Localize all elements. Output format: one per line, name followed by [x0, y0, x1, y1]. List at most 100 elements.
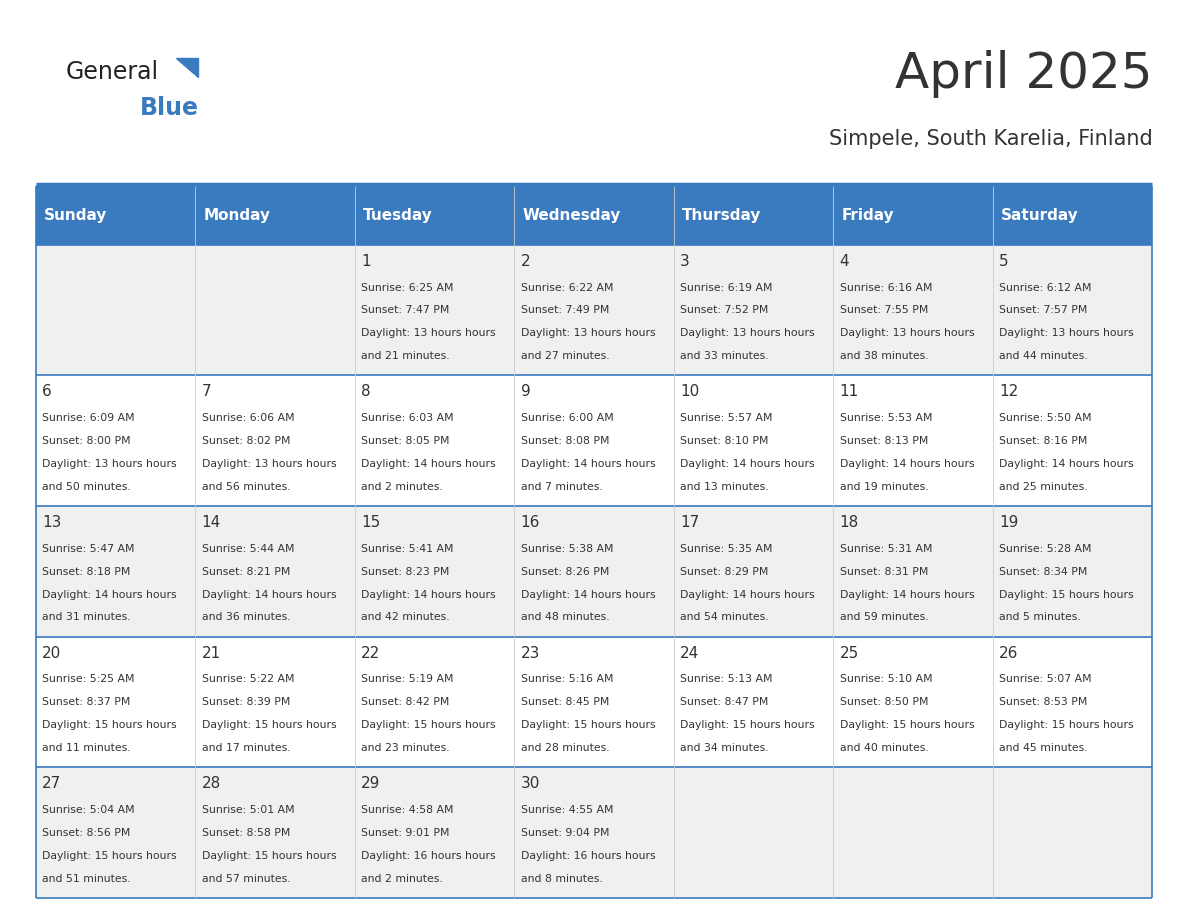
- Bar: [355, 506, 514, 636]
- Text: 14: 14: [202, 515, 221, 530]
- Text: Sunset: 8:16 PM: Sunset: 8:16 PM: [999, 436, 1087, 446]
- Bar: [674, 767, 833, 898]
- Text: 10: 10: [681, 385, 700, 399]
- Text: Daylight: 13 hours hours: Daylight: 13 hours hours: [999, 329, 1133, 339]
- Text: Sunset: 8:34 PM: Sunset: 8:34 PM: [999, 566, 1087, 577]
- Polygon shape: [176, 58, 198, 77]
- Text: Sunrise: 6:12 AM: Sunrise: 6:12 AM: [999, 283, 1092, 293]
- Text: Sunrise: 6:25 AM: Sunrise: 6:25 AM: [361, 283, 454, 293]
- Bar: [355, 636, 514, 767]
- Text: Sunrise: 5:07 AM: Sunrise: 5:07 AM: [999, 675, 1092, 685]
- Text: Sunset: 8:39 PM: Sunset: 8:39 PM: [202, 698, 290, 708]
- Text: Daylight: 14 hours hours: Daylight: 14 hours hours: [681, 459, 815, 469]
- Text: 9: 9: [520, 385, 530, 399]
- Text: Daylight: 15 hours hours: Daylight: 15 hours hours: [202, 851, 336, 861]
- Text: Sunset: 8:31 PM: Sunset: 8:31 PM: [840, 566, 928, 577]
- Text: Sunrise: 5:25 AM: Sunrise: 5:25 AM: [42, 675, 134, 685]
- Text: Daylight: 14 hours hours: Daylight: 14 hours hours: [42, 589, 177, 599]
- Text: 1: 1: [361, 254, 371, 269]
- Text: and 57 minutes.: and 57 minutes.: [202, 874, 290, 884]
- Bar: [355, 186, 514, 245]
- Text: Daylight: 14 hours hours: Daylight: 14 hours hours: [840, 459, 974, 469]
- Bar: [36, 186, 195, 245]
- Text: Sunrise: 5:31 AM: Sunrise: 5:31 AM: [840, 543, 933, 554]
- Bar: [195, 245, 355, 375]
- Bar: [993, 245, 1152, 375]
- Text: and 34 minutes.: and 34 minutes.: [681, 743, 769, 753]
- Text: Sunset: 8:58 PM: Sunset: 8:58 PM: [202, 828, 290, 838]
- Text: Daylight: 13 hours hours: Daylight: 13 hours hours: [202, 459, 336, 469]
- Text: Daylight: 16 hours hours: Daylight: 16 hours hours: [520, 851, 656, 861]
- Text: Sunset: 8:29 PM: Sunset: 8:29 PM: [681, 566, 769, 577]
- Text: 3: 3: [681, 254, 690, 269]
- Text: Thursday: Thursday: [682, 208, 762, 223]
- Bar: [195, 186, 355, 245]
- Text: 25: 25: [840, 645, 859, 661]
- Text: and 13 minutes.: and 13 minutes.: [681, 482, 769, 492]
- Text: Sunrise: 5:01 AM: Sunrise: 5:01 AM: [202, 805, 295, 815]
- Text: Sunrise: 6:06 AM: Sunrise: 6:06 AM: [202, 413, 295, 423]
- Bar: [674, 636, 833, 767]
- Text: Sunset: 8:21 PM: Sunset: 8:21 PM: [202, 566, 290, 577]
- Bar: [514, 245, 674, 375]
- Bar: [195, 506, 355, 636]
- Text: Daylight: 13 hours hours: Daylight: 13 hours hours: [520, 329, 656, 339]
- Text: 21: 21: [202, 645, 221, 661]
- Text: Sunset: 8:10 PM: Sunset: 8:10 PM: [681, 436, 769, 446]
- Text: Daylight: 13 hours hours: Daylight: 13 hours hours: [42, 459, 177, 469]
- Text: Daylight: 15 hours hours: Daylight: 15 hours hours: [840, 721, 974, 730]
- Text: Daylight: 13 hours hours: Daylight: 13 hours hours: [840, 329, 974, 339]
- Text: Sunset: 9:04 PM: Sunset: 9:04 PM: [520, 828, 609, 838]
- Text: Sunrise: 5:50 AM: Sunrise: 5:50 AM: [999, 413, 1092, 423]
- Text: Daylight: 13 hours hours: Daylight: 13 hours hours: [681, 329, 815, 339]
- Text: and 2 minutes.: and 2 minutes.: [361, 482, 443, 492]
- Bar: [36, 375, 195, 506]
- Text: Daylight: 15 hours hours: Daylight: 15 hours hours: [999, 589, 1133, 599]
- Text: Sunrise: 5:28 AM: Sunrise: 5:28 AM: [999, 543, 1092, 554]
- Text: Simpele, South Karelia, Finland: Simpele, South Karelia, Finland: [828, 129, 1152, 149]
- Text: Saturday: Saturday: [1000, 208, 1079, 223]
- Text: 19: 19: [999, 515, 1018, 530]
- Bar: [833, 186, 993, 245]
- Text: Daylight: 15 hours hours: Daylight: 15 hours hours: [999, 721, 1133, 730]
- Text: Sunrise: 5:53 AM: Sunrise: 5:53 AM: [840, 413, 933, 423]
- Bar: [993, 767, 1152, 898]
- Bar: [355, 245, 514, 375]
- Text: Sunrise: 5:16 AM: Sunrise: 5:16 AM: [520, 675, 613, 685]
- Text: Daylight: 13 hours hours: Daylight: 13 hours hours: [361, 329, 495, 339]
- Text: 17: 17: [681, 515, 700, 530]
- Text: 7: 7: [202, 385, 211, 399]
- Text: Sunset: 7:49 PM: Sunset: 7:49 PM: [520, 306, 609, 316]
- Text: and 23 minutes.: and 23 minutes.: [361, 743, 450, 753]
- Text: 30: 30: [520, 777, 541, 791]
- Text: Sunrise: 4:58 AM: Sunrise: 4:58 AM: [361, 805, 454, 815]
- Text: Sunset: 8:56 PM: Sunset: 8:56 PM: [42, 828, 131, 838]
- Text: and 45 minutes.: and 45 minutes.: [999, 743, 1088, 753]
- Text: Sunrise: 5:35 AM: Sunrise: 5:35 AM: [681, 543, 772, 554]
- Bar: [36, 636, 195, 767]
- Text: and 50 minutes.: and 50 minutes.: [42, 482, 131, 492]
- Text: Sunrise: 5:19 AM: Sunrise: 5:19 AM: [361, 675, 454, 685]
- Text: Sunrise: 6:00 AM: Sunrise: 6:00 AM: [520, 413, 613, 423]
- Text: Daylight: 14 hours hours: Daylight: 14 hours hours: [361, 459, 495, 469]
- Text: and 7 minutes.: and 7 minutes.: [520, 482, 602, 492]
- Text: 24: 24: [681, 645, 700, 661]
- Text: 20: 20: [42, 645, 62, 661]
- Text: and 27 minutes.: and 27 minutes.: [520, 352, 609, 361]
- Text: 28: 28: [202, 777, 221, 791]
- Text: Sunrise: 5:41 AM: Sunrise: 5:41 AM: [361, 543, 454, 554]
- Bar: [833, 245, 993, 375]
- Text: 22: 22: [361, 645, 380, 661]
- Text: Blue: Blue: [140, 96, 200, 120]
- Bar: [514, 186, 674, 245]
- Text: and 17 minutes.: and 17 minutes.: [202, 743, 290, 753]
- Text: and 48 minutes.: and 48 minutes.: [520, 612, 609, 622]
- Text: Sunrise: 5:57 AM: Sunrise: 5:57 AM: [681, 413, 772, 423]
- Bar: [195, 636, 355, 767]
- Text: Daylight: 15 hours hours: Daylight: 15 hours hours: [42, 851, 177, 861]
- Text: Wednesday: Wednesday: [523, 208, 620, 223]
- Text: 4: 4: [840, 254, 849, 269]
- Bar: [195, 375, 355, 506]
- Text: Sunset: 8:02 PM: Sunset: 8:02 PM: [202, 436, 290, 446]
- Text: Sunrise: 5:47 AM: Sunrise: 5:47 AM: [42, 543, 134, 554]
